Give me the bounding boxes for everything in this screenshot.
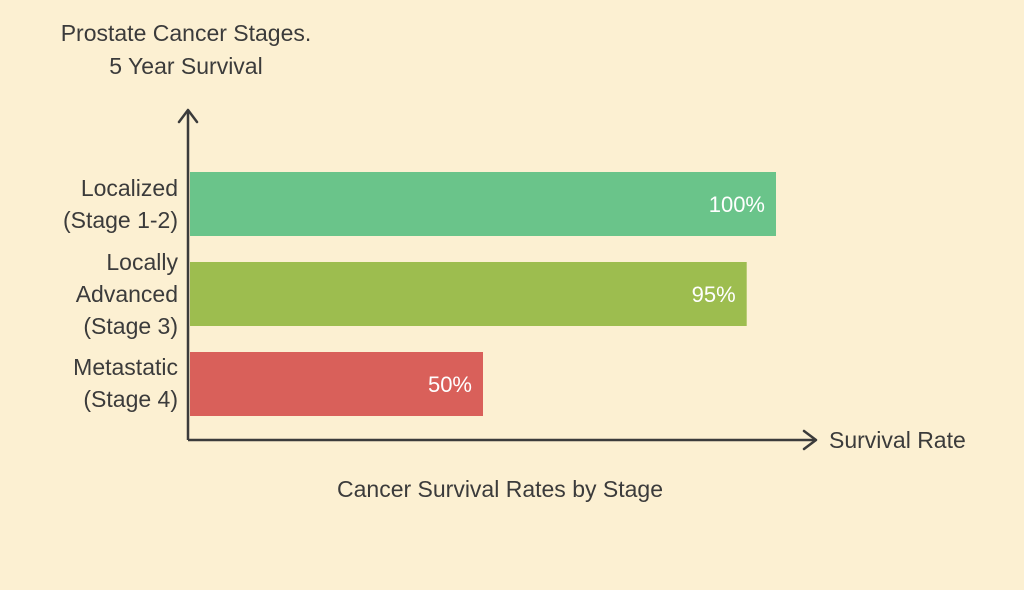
x-axis-label: Survival Rate [829, 427, 966, 453]
category-label-3-line-1: Metastatic [73, 354, 178, 380]
x-axis: Survival Rate [188, 427, 966, 453]
bar-1 [190, 172, 776, 236]
category-label-2-line-3: (Stage 3) [83, 313, 178, 339]
category-label-1-line-2: (Stage 1-2) [63, 207, 178, 233]
chart-title: Prostate Cancer Stages. 5 Year Survival [61, 20, 312, 79]
x-axis-arrow-icon [802, 429, 818, 451]
category-label-2-line-1: Locally [106, 249, 178, 275]
bar-value-label-1: 100% [709, 192, 765, 217]
y-axis-arrow-icon [177, 108, 199, 124]
category-label-2-line-2: Advanced [76, 281, 178, 307]
chart-title-line-1: Prostate Cancer Stages. [61, 20, 312, 46]
category-labels: Localized (Stage 1-2) Locally Advanced (Stag… [63, 175, 179, 412]
chart-subtitle: Cancer Survival Rates by Stage [337, 476, 663, 502]
y-axis [177, 108, 199, 440]
bar-3 [190, 352, 483, 416]
bar-2 [190, 262, 747, 326]
bar-value-label-2: 95% [692, 282, 736, 307]
chart-title-line-2: 5 Year Survival [109, 53, 262, 79]
bars: 100% 95% 50% [190, 172, 776, 416]
bar-value-label-3: 50% [428, 372, 472, 397]
category-label-1-line-1: Localized [81, 175, 178, 201]
category-label-3-line-2: (Stage 4) [83, 386, 178, 412]
